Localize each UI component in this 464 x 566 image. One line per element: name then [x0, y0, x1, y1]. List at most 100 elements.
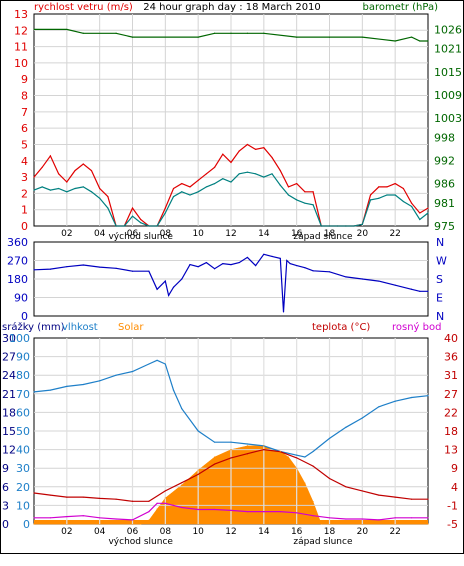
wind_avg-point	[320, 225, 322, 227]
barometer-tick-label: 986	[434, 178, 455, 191]
direction-point	[49, 268, 52, 270]
gust-point	[33, 176, 35, 178]
dewpoint-point	[33, 517, 35, 519]
temperature-tick-label: -5	[447, 518, 458, 531]
solar-point	[320, 523, 322, 525]
wind_avg-point	[66, 191, 68, 193]
solar-point	[246, 445, 249, 447]
wind-tick-label: 10	[14, 57, 28, 70]
temperature-point	[82, 496, 84, 498]
dewpoint-point	[230, 509, 232, 511]
direction-point	[304, 267, 306, 269]
solar-point	[263, 445, 265, 447]
gust-point	[197, 179, 199, 181]
solar-point	[312, 501, 314, 503]
humidity-point	[361, 417, 363, 419]
direction-point	[181, 278, 183, 280]
direction-point	[115, 267, 117, 269]
humidity-tick-label: 20	[16, 481, 30, 494]
wind_avg-point	[107, 207, 109, 209]
humidity-point	[345, 426, 347, 428]
wind-axis-label: rychlost vetru (m/s)	[34, 2, 133, 13]
gust-point	[410, 202, 413, 204]
temperature-point	[246, 453, 249, 455]
barometer-point	[66, 28, 68, 31]
wind_avg-point	[427, 212, 429, 214]
gust-point	[378, 186, 380, 188]
solar-point	[304, 482, 306, 484]
time-tick-label: 12	[225, 229, 236, 239]
temperature-point	[312, 465, 314, 467]
wind-tick-label: 5	[21, 138, 28, 151]
direction-point	[255, 265, 257, 267]
time-tick-label: 08	[160, 527, 172, 537]
direction-point	[172, 286, 175, 288]
dewpoint-point	[394, 517, 396, 519]
direction-point	[33, 269, 35, 271]
gust-point	[181, 183, 183, 185]
humidity-point	[296, 454, 298, 456]
time-tick-label: 02	[61, 527, 72, 537]
solar-point	[296, 467, 298, 469]
gust-point	[140, 218, 142, 221]
barometer-tick-label: 1021	[434, 43, 462, 56]
legend-solar: Solar	[118, 322, 144, 333]
temperature-tick-label: 40	[444, 332, 458, 345]
direction-point	[148, 270, 150, 272]
sunset-label: západ slunce	[293, 232, 353, 242]
barometer-tick-label: 981	[434, 197, 455, 210]
wind-tick-label: 3	[21, 171, 28, 184]
temperature-point	[378, 494, 380, 496]
wind-tick-label: 2	[21, 187, 28, 200]
time-tick-label: 08	[160, 229, 172, 239]
gust-point	[419, 212, 421, 214]
barometer-point	[115, 32, 117, 34]
barometer-point	[296, 36, 298, 38]
wind_avg-point	[205, 186, 207, 188]
gust-point	[41, 166, 43, 168]
wind_avg-point	[386, 194, 388, 196]
wind_avg-point	[49, 189, 52, 191]
gust-point	[99, 187, 101, 190]
dewpoint-point	[410, 517, 413, 519]
solar-point	[140, 523, 142, 525]
humidity-point	[427, 395, 429, 397]
direction-point	[296, 265, 298, 267]
direction-point	[213, 268, 216, 270]
barometer-point	[361, 36, 363, 38]
gust-point	[222, 153, 224, 155]
temperature-tick-label: -1	[447, 499, 458, 512]
dewpoint-point	[99, 517, 101, 519]
time-tick-label: 10	[192, 229, 204, 239]
rain-tick-label: 15	[2, 425, 16, 438]
barometer-point	[82, 32, 84, 34]
dewpoint-point	[378, 519, 380, 521]
solar-point	[287, 456, 290, 458]
direction-point	[246, 256, 249, 259]
rain-tick-label: 30	[2, 332, 16, 345]
humidity-tick-label: 90	[16, 351, 30, 364]
direction-point	[410, 288, 413, 290]
barometer-point	[394, 40, 396, 42]
wind_avg-point	[99, 197, 101, 199]
time-tick-label: 22	[389, 229, 400, 239]
humidity-point	[156, 359, 158, 361]
legend-rain: srážky (mm)	[2, 321, 65, 333]
rain-tick-label: 21	[2, 388, 16, 401]
direction-point	[328, 271, 331, 273]
temperature-point	[115, 498, 117, 500]
gust-point	[296, 183, 298, 185]
time-tick-label: 16	[291, 229, 303, 239]
barometer-point	[213, 32, 216, 34]
solar-point	[230, 449, 232, 451]
temperature-point	[345, 486, 347, 488]
gust-point	[189, 186, 191, 188]
wind_avg-point	[419, 218, 421, 221]
humidity-tick-label: 50	[16, 425, 30, 438]
barometer-point	[197, 36, 199, 38]
direction-point	[205, 261, 207, 264]
barometer-point	[410, 36, 413, 38]
wind_avg-point	[246, 171, 249, 173]
solar-point	[279, 450, 281, 453]
gust-point	[255, 148, 257, 150]
